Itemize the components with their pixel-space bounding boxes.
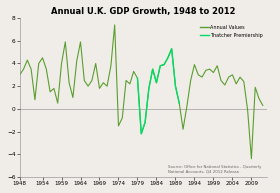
Annual Values	[253, 86, 257, 88]
Annual Values	[113, 24, 116, 26]
Thatcher Premiership	[158, 65, 162, 67]
Annual Values	[18, 74, 21, 76]
Thatcher Premiership	[136, 77, 139, 79]
Thatcher Premiership	[140, 133, 143, 135]
Annual Values	[261, 104, 265, 107]
Annual Values	[124, 79, 128, 82]
Thatcher Premiership	[143, 121, 147, 124]
Annual Values	[250, 158, 253, 160]
Annual Values	[147, 87, 151, 90]
Annual Values	[90, 79, 94, 82]
Thatcher Premiership	[147, 87, 151, 90]
Annual Values	[231, 74, 234, 76]
Title: Annual U.K. GDP Growth, 1948 to 2012: Annual U.K. GDP Growth, 1948 to 2012	[51, 7, 235, 16]
Text: Source: Office for National Statistics - Quarterly
National Accounts, Q4 2012 Re: Source: Office for National Statistics -…	[168, 165, 261, 174]
Line: Annual Values: Annual Values	[20, 25, 263, 159]
Legend: Annual Values, Thatcher Premiership: Annual Values, Thatcher Premiership	[199, 24, 264, 39]
Thatcher Premiership	[162, 63, 166, 66]
Line: Thatcher Premiership: Thatcher Premiership	[137, 49, 179, 134]
Thatcher Premiership	[170, 48, 173, 50]
Thatcher Premiership	[178, 102, 181, 104]
Annual Values	[75, 60, 78, 62]
Thatcher Premiership	[155, 82, 158, 84]
Thatcher Premiership	[174, 85, 177, 87]
Thatcher Premiership	[166, 57, 169, 59]
Thatcher Premiership	[151, 68, 154, 70]
